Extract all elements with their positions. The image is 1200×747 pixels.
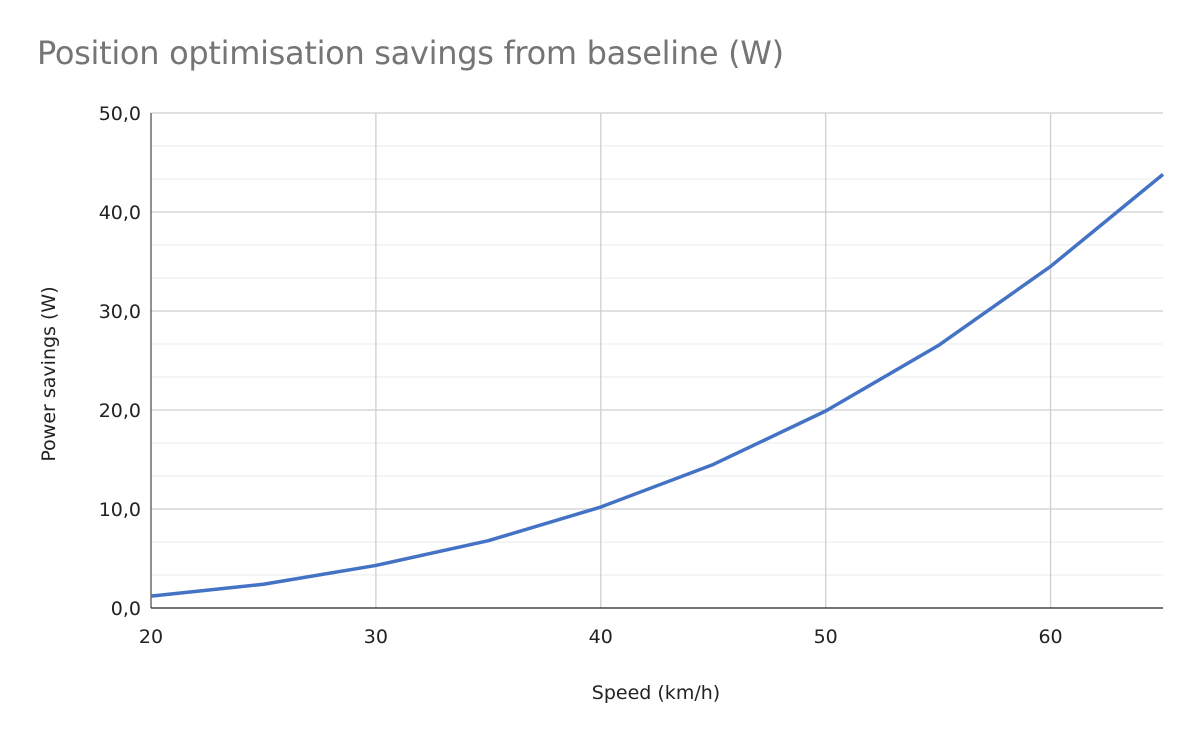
x-tick-label: 40 [589,626,613,648]
y-tick-label: 50,0 [99,103,141,125]
y-tick-label: 30,0 [99,301,141,323]
x-tick-label: 50 [814,626,838,648]
y-tick-label: 10,0 [99,499,141,521]
y-axis-title: Power savings (W) [38,286,60,461]
axis-layer [151,113,1163,608]
series-layer [151,174,1163,596]
grid-layer [151,113,1163,608]
label-layer: Speed (km/h) Power savings (W) 0,0 10,0 20… [38,103,1063,704]
x-tick-label: 20 [139,626,163,648]
y-tick-label: 0,0 [111,598,141,620]
x-tick-label: 30 [364,626,388,648]
series-line [151,174,1163,596]
y-tick-label: 20,0 [99,400,141,422]
chart-title: Position optimisation savings from basel… [37,34,784,72]
y-tick-label: 40,0 [99,202,141,224]
x-axis-title: Speed (km/h) [592,682,720,704]
x-tick-label: 60 [1038,626,1062,648]
